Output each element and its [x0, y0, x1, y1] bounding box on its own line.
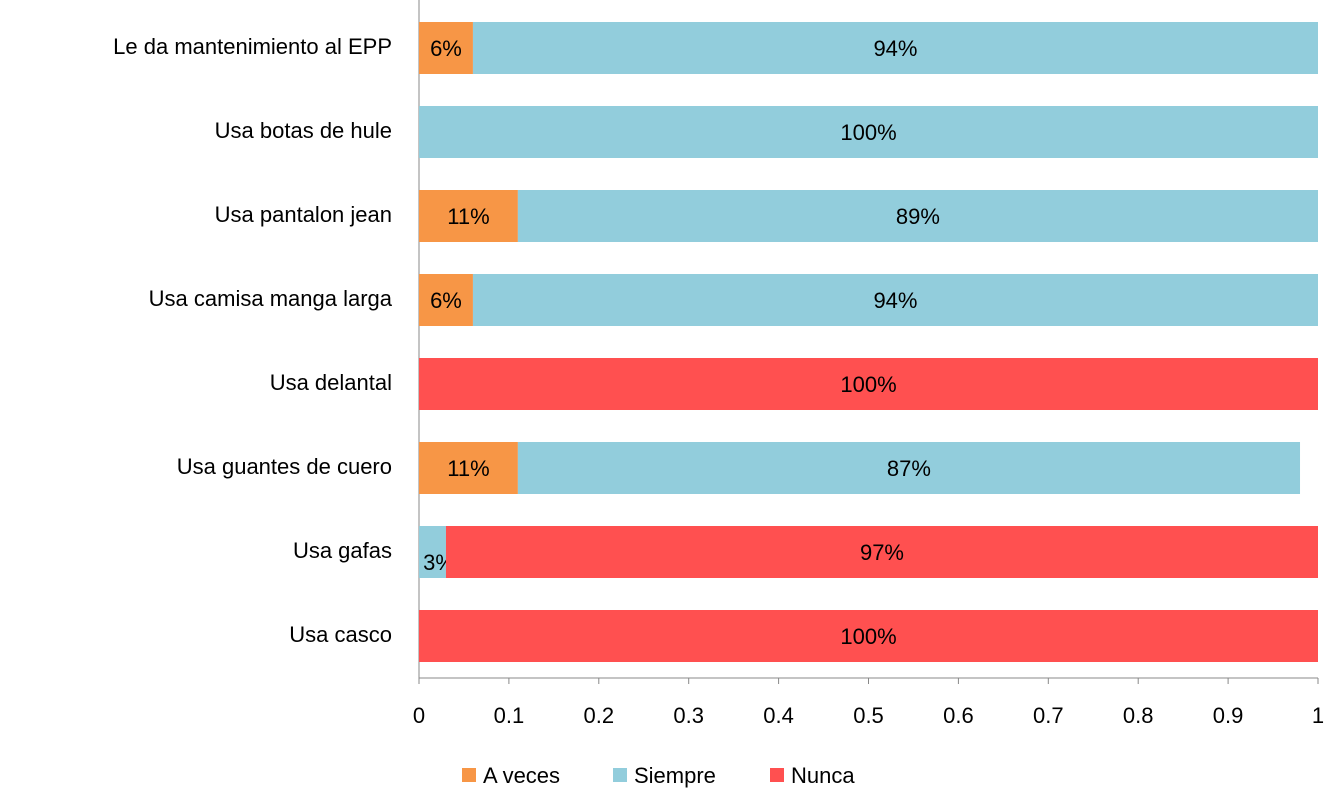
y-tick-label: Usa guantes de cuero: [177, 454, 392, 479]
legend-swatch: [770, 768, 784, 782]
data-label: 94%: [873, 36, 917, 61]
legend-swatch: [613, 768, 627, 782]
bar-segment: [419, 274, 473, 326]
y-tick-label: Usa pantalon jean: [215, 202, 392, 227]
x-tick-label: 0.2: [584, 703, 615, 728]
data-label: 97%: [860, 540, 904, 565]
data-label: 89%: [896, 204, 940, 229]
legend-label: Siempre: [634, 763, 716, 788]
bar-segment: [445, 526, 1319, 578]
x-tick-label: 0.4: [763, 703, 794, 728]
data-label: 94%: [873, 288, 917, 313]
x-tick-label: 0.6: [943, 703, 974, 728]
x-tick-label: 0.9: [1213, 703, 1244, 728]
data-label: 100%: [840, 624, 896, 649]
x-tick-label: 1: [1312, 703, 1324, 728]
data-label: 6%: [430, 36, 462, 61]
y-tick-label: Usa gafas: [293, 538, 392, 563]
y-tick-label: Le da mantenimiento al EPP: [113, 34, 392, 59]
data-label: 11%: [447, 204, 489, 229]
bar-segment: [419, 526, 446, 578]
x-tick-label: 0.5: [853, 703, 884, 728]
y-tick-label: Usa casco: [289, 622, 392, 647]
legend-label: A veces: [483, 763, 560, 788]
bar-segment: [419, 22, 473, 74]
data-label: 100%: [840, 120, 896, 145]
data-label: 87%: [887, 456, 931, 481]
legend-label: Nunca: [791, 763, 855, 788]
y-tick-label: Usa botas de hule: [215, 118, 392, 143]
x-tick-label: 0.1: [494, 703, 525, 728]
bar-segment: [472, 22, 1318, 74]
bar-segment: [419, 190, 518, 242]
bar-segment: [419, 442, 518, 494]
bar-segment: [517, 442, 1301, 494]
y-tick-label: Usa camisa manga larga: [149, 286, 393, 311]
x-tick-label: 0: [413, 703, 425, 728]
bar-segment: [419, 610, 1318, 662]
bar-segment: [419, 358, 1318, 410]
data-label: 100%: [840, 372, 896, 397]
data-label: 6%: [430, 288, 462, 313]
legend-swatch: [462, 768, 476, 782]
y-tick-label: Usa delantal: [270, 370, 392, 395]
x-tick-label: 0.7: [1033, 703, 1064, 728]
bar-segment: [472, 274, 1318, 326]
x-tick-label: 0.3: [673, 703, 704, 728]
bar-segment: [517, 190, 1318, 242]
x-tick-label: 0.8: [1123, 703, 1154, 728]
data-label: 11%: [447, 456, 489, 481]
bar-segment: [419, 106, 1318, 158]
